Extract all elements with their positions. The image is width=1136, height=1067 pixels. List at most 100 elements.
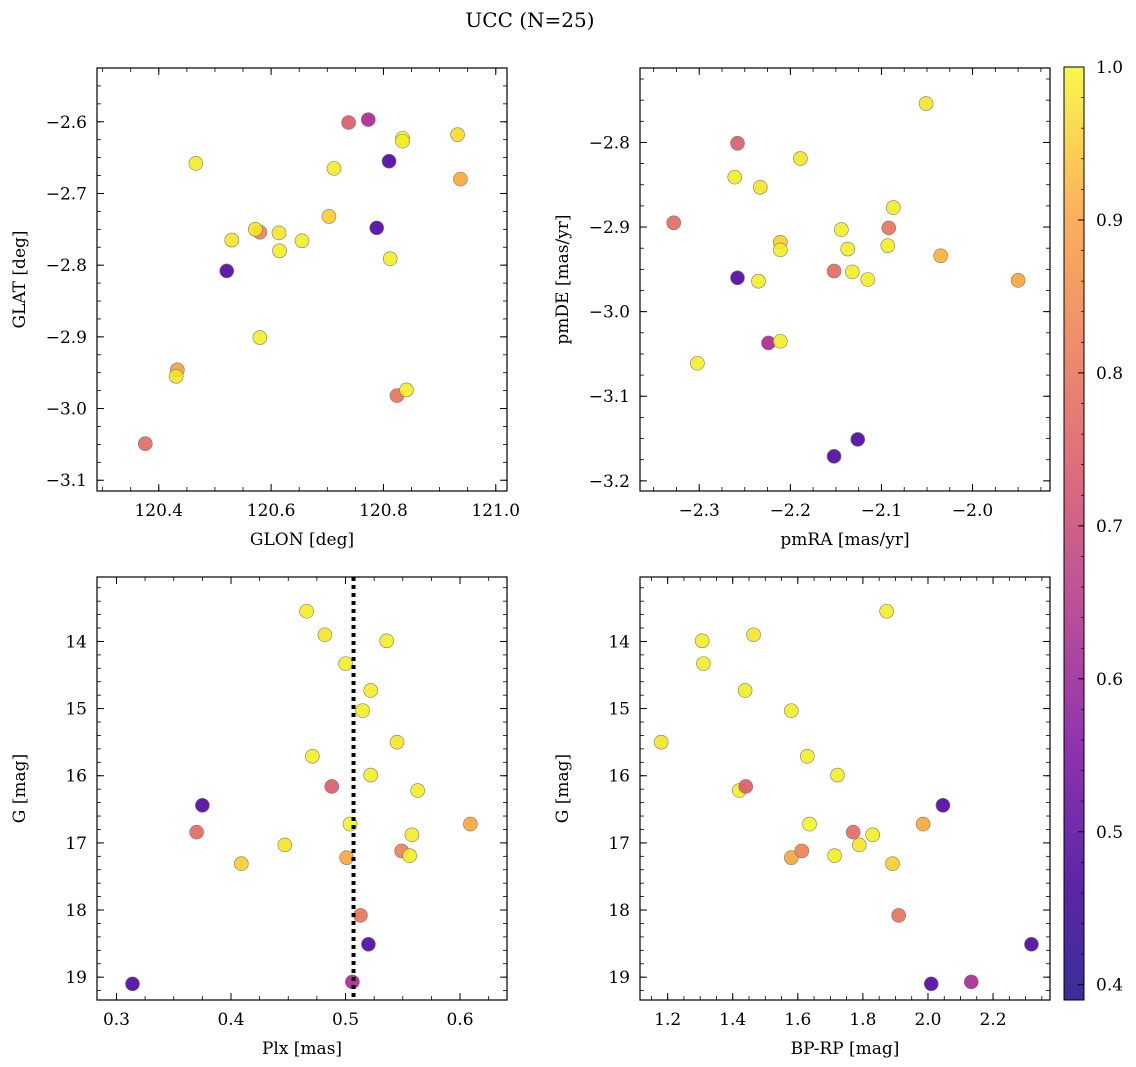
scatter-point (168, 368, 184, 384)
y-tick-label: −3.1 (46, 471, 87, 491)
scatter-point (360, 112, 376, 127)
scatter-point (737, 683, 753, 698)
colorbar-tick-label: 0.4 (1096, 976, 1123, 996)
scatter-point (865, 827, 880, 843)
scatter-point (751, 273, 766, 289)
colorbar-tick-label: 0.6 (1096, 670, 1123, 690)
y-tick-label: −3.1 (589, 387, 630, 407)
scatter-point (915, 816, 931, 832)
scatter-point (369, 220, 384, 236)
scatter-point (271, 225, 287, 241)
scatter-point (1010, 273, 1026, 288)
x-tick-label: −2.0 (952, 501, 993, 521)
y-tick-label: −2.8 (46, 256, 87, 276)
scatter-point (294, 233, 310, 249)
y-tick-label: 16 (65, 767, 87, 787)
plot-frame (96, 576, 508, 1001)
scatter-point (338, 656, 353, 671)
scatter-point (389, 734, 405, 750)
y-axis-label: G [mag] (553, 754, 573, 823)
scatter-point (399, 382, 414, 398)
scatter-point (845, 824, 861, 840)
y-tick-label: 18 (608, 901, 630, 921)
scatter-point (826, 263, 842, 279)
scatter-panel-3: 0.3 0.4 0.5 0.6 14 15 16 17 18 19 Plx [mas] G [mag] (10, 576, 508, 1059)
scatter-point (305, 748, 320, 764)
y-axis-label: pmDE [mas/yr] (553, 214, 573, 344)
x-axis-label: Plx [mas] (262, 1039, 342, 1059)
scatter-point (138, 436, 153, 451)
y-tick-label: 18 (65, 901, 87, 921)
y-tick-label: −2.6 (46, 113, 87, 133)
x-tick-label: 0.6 (447, 1010, 474, 1030)
scatter-panel-1: 120.4 120.6 120.8 121.0 −3.1 −3.0 −2.9 −2.8 −2.7… (10, 67, 520, 550)
scatter-point (730, 135, 745, 151)
x-tick-label: 1.4 (719, 1010, 746, 1030)
scatter-point (355, 703, 370, 718)
scatter-point (404, 827, 420, 843)
scatter-point (852, 837, 867, 853)
scatter-point (935, 797, 951, 813)
scatter-point (690, 355, 705, 371)
x-tick-label: 0.3 (103, 1010, 130, 1030)
y-tick-label: 14 (608, 632, 630, 652)
y-tick-label: −3.2 (589, 472, 630, 492)
x-tick-label: −2.3 (679, 501, 720, 521)
scatter-point (402, 848, 417, 863)
plot-frame (96, 67, 508, 492)
scatter-point (794, 843, 810, 859)
scatter-point (879, 603, 894, 619)
x-tick-label: −2.1 (861, 501, 902, 521)
scatter-point (844, 264, 860, 280)
colorbar-tick-label: 0.8 (1096, 364, 1123, 384)
scatter-point (219, 263, 235, 279)
scatter-point (746, 627, 761, 643)
scatter-point (830, 767, 845, 783)
scatter-point (379, 633, 395, 649)
scatter-point (125, 976, 140, 992)
scatter-point (773, 333, 788, 349)
x-tick-label: 0.4 (217, 1010, 244, 1030)
scatter-point (252, 330, 268, 345)
scatter-panel-4: 1.2 1.4 1.6 1.8 2.0 2.2 14 15 16 17 18 19 BP-RP [mag… (553, 576, 1051, 1059)
scatter-point (272, 243, 287, 259)
y-tick-label: 19 (65, 968, 87, 988)
scatter-point (326, 161, 342, 176)
scatter-point (840, 241, 856, 257)
scatter-point (248, 222, 263, 237)
colorbar-tick-label: 0.7 (1096, 517, 1123, 537)
y-tick-label: −2.9 (46, 328, 87, 348)
scatter-point (324, 779, 340, 794)
y-tick-label: −2.7 (46, 184, 87, 204)
scatter-point (826, 449, 842, 464)
scatter-point (694, 633, 710, 649)
x-axis-label: BP-RP [mag] (791, 1039, 900, 1059)
scatter-point (299, 603, 314, 619)
scatter-point (382, 251, 398, 267)
colorbar-tick-label: 0.5 (1096, 823, 1123, 843)
x-axis-label: pmRA [mas/yr] (780, 530, 909, 550)
scatter-point (834, 222, 849, 237)
y-tick-label: 16 (608, 767, 630, 787)
scatter-point (827, 848, 842, 863)
scatter-point (727, 169, 743, 185)
scatter-point (885, 856, 900, 872)
x-tick-label: 121.0 (471, 501, 520, 521)
scatter-point (341, 115, 356, 130)
x-tick-label: 120.4 (134, 501, 183, 521)
scatter-panel-2: −2.3 −2.2 −2.1 −2.0 −3.2 −3.1 −3.0 −2.9 −2.8 pmRA… (553, 67, 1051, 550)
scatter-point (799, 748, 815, 764)
scatter-point (317, 627, 333, 643)
scatter-point (933, 248, 948, 264)
scatter-point (666, 215, 682, 231)
y-tick-label: −2.9 (589, 218, 630, 238)
y-tick-label: 15 (65, 700, 87, 720)
colorbar: 0.4 0.5 0.6 0.7 0.8 0.9 1.0 (1063, 58, 1123, 1001)
scatter-point (363, 767, 379, 783)
scatter-point (195, 797, 210, 813)
x-tick-label: 1.6 (784, 1010, 811, 1030)
y-tick-label: 17 (65, 834, 87, 854)
y-tick-label: 19 (608, 968, 630, 988)
scatter-point (395, 133, 410, 149)
